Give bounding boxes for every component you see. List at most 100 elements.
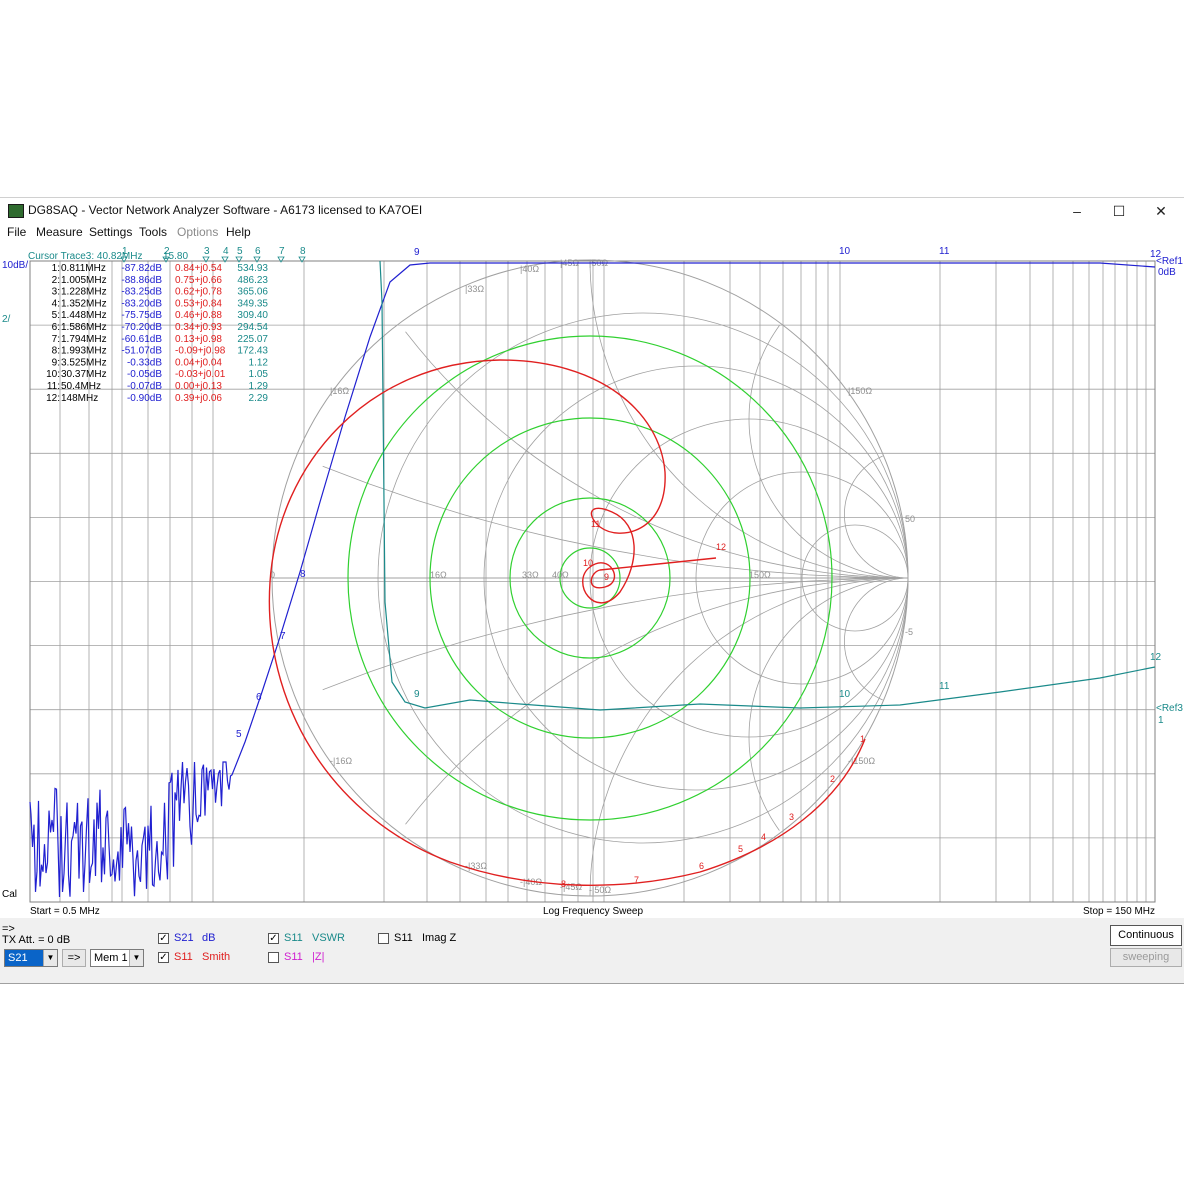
marker-index: 12: [46, 393, 60, 404]
marker-vswr-value: 349.35 [237, 298, 268, 309]
marker-triangle-icon [277, 256, 285, 263]
continuous-button[interactable]: Continuous [1110, 925, 1182, 946]
menu-help[interactable]: Help [226, 225, 251, 239]
trace-select[interactable]: S21 ▼ [4, 949, 58, 967]
window-title: DG8SAQ - Vector Network Analyzer Softwar… [28, 203, 423, 217]
s11-smith-format: Smith [202, 951, 231, 963]
smith-marker-label: 12 [716, 542, 726, 552]
smith-marker-label: 3 [789, 812, 794, 822]
smith-marker-label: 2 [830, 774, 835, 784]
s21-marker-label: 7 [280, 631, 286, 642]
marker-index: 10: [46, 369, 60, 380]
menu-file[interactable]: File [7, 225, 27, 239]
smith-label: -|33Ω [465, 861, 487, 871]
s11-vswr-format: VSWR [312, 932, 345, 944]
smith-reactance-arc [322, 465, 909, 579]
smith-label: 50 [905, 514, 915, 524]
s21-top-marker-label: 9 [414, 247, 420, 258]
s21-top-marker-label: 11 [939, 246, 950, 257]
marker-s11-value: 0.04+j0.04 [175, 357, 222, 368]
s21-top-marker-label: 12 [1150, 249, 1162, 260]
vswr-circle [509, 497, 671, 659]
marker-s21-value: -83.20dB [121, 298, 162, 309]
maximize-button[interactable]: ☐ [1112, 203, 1126, 219]
s21-marker-label: 5 [236, 729, 242, 740]
s11-z-param: S11 [284, 951, 303, 963]
vswr-circle [429, 417, 751, 739]
marker-frequency: 50.4MHz [61, 381, 101, 392]
marker-frequency: 148MHz [61, 393, 98, 404]
s11-imagz-checkbox[interactable] [378, 933, 389, 944]
sweeping-button[interactable]: sweeping [1110, 948, 1182, 967]
marker-triangle-icon [221, 256, 229, 263]
title-bar: DG8SAQ - Vector Network Analyzer Softwar… [0, 198, 1184, 224]
menu-options[interactable]: Options [177, 225, 219, 239]
vswr-trace [379, 260, 1156, 711]
marker-frequency: 30.37MHz [61, 369, 107, 380]
plot-area[interactable]: |40Ω |45Ω |50Ω |33Ω |16Ω |150Ω 0 16Ω 33Ω 40Ω 150Ω 5… [0, 242, 1184, 918]
chevron-down-icon: ▼ [129, 950, 143, 966]
smith-chart [271, 259, 909, 897]
marker-frequency: 0.811MHz [61, 263, 106, 274]
marker-s11-value: 0.00+j0.13 [175, 381, 222, 392]
smith-marker-label: 1 [860, 734, 865, 744]
menu-tools[interactable]: Tools [139, 225, 168, 239]
marker-vswr-value: 172.43 [237, 346, 268, 357]
s11-z-checkbox[interactable] [268, 952, 279, 963]
marker-s21-value: -83.25dB [121, 287, 162, 298]
marker-s11-value: -0.09+j0.98 [175, 346, 226, 357]
marker-triangle-icon [235, 256, 243, 263]
plot-frame [29, 260, 1156, 903]
ref3-label: <Ref3 [1156, 703, 1183, 714]
marker-s21-value: -60.61dB [121, 334, 162, 345]
marker-s11-value: 0.75+j0.66 [175, 275, 222, 286]
ref1-value: 0dB [1158, 267, 1176, 278]
vswr-scale-label: 2/ [2, 314, 11, 325]
top-marker-label: 1 [122, 246, 128, 257]
marker-index: 3: [52, 287, 60, 298]
marker-vswr-value: 294.54 [237, 322, 268, 333]
s11-vswr-checkbox[interactable]: ✓ [268, 933, 279, 944]
smith-reactance-arc [748, 325, 909, 579]
ref1-label: <Ref1 [1156, 256, 1183, 267]
s21-marker-label: 8 [300, 569, 306, 580]
s21-db-checkbox[interactable]: ✓ [158, 933, 169, 944]
top-marker-label: 5 [237, 246, 243, 257]
marker-index: 1: [52, 263, 60, 274]
s11-smith-checkbox[interactable]: ✓ [158, 952, 169, 963]
smith-label: |40Ω [520, 264, 539, 274]
marker-index: 8: [52, 346, 60, 357]
marker-frequency: 1.228MHz [61, 287, 107, 298]
smith-label: -|150Ω [848, 756, 875, 766]
close-button[interactable]: ✕ [1155, 203, 1167, 219]
memory-select[interactable]: Mem 1 ▼ [90, 949, 144, 967]
marker-triangle-icon [162, 256, 170, 263]
smith-label: -|50Ω [589, 885, 611, 895]
s11-imagz-format: Imag Z [422, 932, 457, 944]
smith-label: |16Ω [330, 386, 349, 396]
s11-imagz-param: S11 [394, 932, 413, 944]
arrow-button[interactable]: => [62, 949, 86, 967]
smith-reactance-arc [405, 577, 909, 825]
marker-index: 4: [52, 298, 60, 309]
marker-index: 7: [52, 334, 60, 345]
marker-triangle-icon [298, 256, 306, 263]
s21-scale-label: 10dB/ [2, 260, 28, 271]
smith-label: 150Ω [749, 570, 771, 580]
marker-frequency: 1.794MHz [61, 334, 107, 345]
s21-db-param: S21 [174, 932, 194, 944]
marker-s21-value: -88.86dB [121, 275, 162, 286]
marker-vswr-value: 1.29 [249, 381, 269, 392]
marker-vswr-value: 486.23 [237, 275, 268, 286]
smith-label: |33Ω [465, 284, 484, 294]
menu-measure[interactable]: Measure [36, 225, 83, 239]
marker-s11-value: 0.34+j0.93 [175, 322, 222, 333]
top-marker-label: 2 [164, 246, 170, 257]
smith-label: 0 [270, 570, 275, 580]
menu-settings[interactable]: Settings [89, 225, 133, 239]
minimize-button[interactable]: – [1073, 203, 1081, 219]
smith-marker-label: 5 [738, 844, 743, 854]
smith-reactance-arc [589, 259, 909, 579]
marker-s21-value: -70.20dB [121, 322, 162, 333]
vswr-circle [559, 547, 621, 609]
